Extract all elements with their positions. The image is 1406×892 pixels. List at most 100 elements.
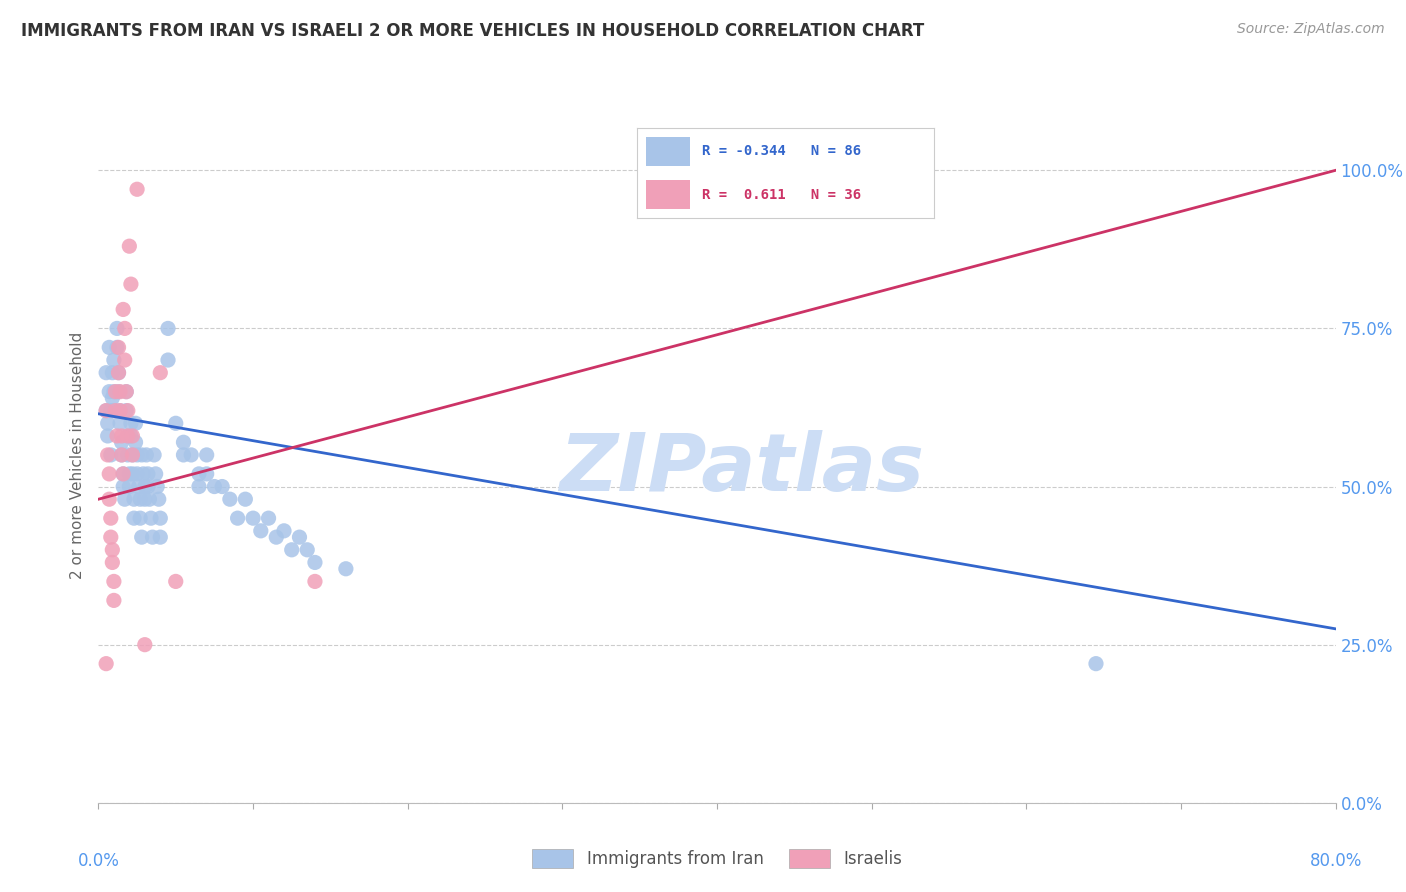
Point bbox=[100, 403, 122, 417]
Point bbox=[111, 429, 134, 443]
Point bbox=[108, 403, 131, 417]
Point bbox=[98, 492, 121, 507]
Point bbox=[335, 562, 357, 576]
Point bbox=[103, 574, 125, 589]
Point bbox=[165, 417, 187, 431]
Point bbox=[145, 467, 167, 481]
Point bbox=[288, 530, 311, 544]
Point bbox=[108, 403, 131, 417]
Point bbox=[226, 511, 249, 525]
Point bbox=[129, 492, 152, 507]
Point bbox=[98, 384, 121, 399]
Point bbox=[111, 448, 134, 462]
Point bbox=[107, 340, 129, 354]
Point bbox=[122, 511, 145, 525]
Point bbox=[142, 530, 165, 544]
Text: Source: ZipAtlas.com: Source: ZipAtlas.com bbox=[1237, 22, 1385, 37]
Point bbox=[173, 448, 195, 462]
Point bbox=[117, 403, 139, 417]
Point bbox=[127, 448, 149, 462]
Point bbox=[101, 556, 124, 570]
Point bbox=[112, 302, 135, 317]
Bar bbox=[645, 137, 690, 166]
Point bbox=[139, 511, 162, 525]
Point bbox=[118, 479, 141, 493]
Point bbox=[149, 530, 172, 544]
Point bbox=[180, 448, 202, 462]
Point bbox=[143, 448, 166, 462]
Point bbox=[96, 403, 118, 417]
Point bbox=[124, 417, 146, 431]
Point bbox=[101, 366, 124, 380]
Point bbox=[128, 479, 150, 493]
Point bbox=[111, 435, 134, 450]
Point bbox=[103, 593, 125, 607]
Point bbox=[100, 448, 122, 462]
Point bbox=[195, 467, 218, 481]
Point bbox=[120, 417, 142, 431]
Point bbox=[165, 574, 187, 589]
Point bbox=[117, 429, 139, 443]
Point bbox=[112, 467, 135, 481]
Point bbox=[112, 467, 135, 481]
Point bbox=[118, 467, 141, 481]
Point bbox=[257, 511, 280, 525]
Text: R = -0.344   N = 86: R = -0.344 N = 86 bbox=[702, 145, 860, 159]
Point bbox=[115, 403, 138, 417]
Point bbox=[108, 384, 131, 399]
Point bbox=[297, 542, 319, 557]
Point bbox=[131, 448, 153, 462]
Point bbox=[211, 479, 233, 493]
Point bbox=[132, 467, 155, 481]
Y-axis label: 2 or more Vehicles in Household: 2 or more Vehicles in Household bbox=[70, 331, 86, 579]
Text: 0.0%: 0.0% bbox=[77, 852, 120, 870]
Point bbox=[107, 384, 129, 399]
Point bbox=[115, 384, 138, 399]
Point bbox=[107, 366, 129, 380]
Point bbox=[121, 448, 143, 462]
Point bbox=[219, 492, 242, 507]
Point bbox=[100, 530, 122, 544]
Point bbox=[148, 492, 170, 507]
Point bbox=[97, 448, 120, 462]
Point bbox=[136, 479, 159, 493]
Point bbox=[96, 403, 118, 417]
Point bbox=[157, 353, 180, 368]
Point bbox=[204, 479, 226, 493]
Point bbox=[127, 467, 149, 481]
Point bbox=[105, 321, 128, 335]
Legend: Immigrants from Iran, Israelis: Immigrants from Iran, Israelis bbox=[524, 842, 910, 874]
Point bbox=[188, 467, 211, 481]
Point bbox=[273, 524, 295, 538]
Point bbox=[118, 239, 141, 253]
Point bbox=[108, 417, 131, 431]
Point bbox=[146, 479, 169, 493]
Point bbox=[98, 340, 121, 354]
Point bbox=[195, 448, 218, 462]
Point bbox=[98, 467, 121, 481]
Point bbox=[105, 340, 128, 354]
Point bbox=[281, 542, 304, 557]
Point bbox=[304, 574, 326, 589]
Text: 80.0%: 80.0% bbox=[1309, 852, 1362, 870]
Text: R =  0.611   N = 36: R = 0.611 N = 36 bbox=[702, 188, 860, 202]
Point bbox=[117, 429, 139, 443]
Text: ZIPatlas: ZIPatlas bbox=[560, 430, 924, 508]
Point bbox=[105, 429, 128, 443]
Point bbox=[115, 384, 138, 399]
Point bbox=[134, 479, 156, 493]
Point bbox=[96, 366, 118, 380]
Point bbox=[129, 511, 152, 525]
Point bbox=[266, 530, 288, 544]
Point bbox=[114, 321, 136, 335]
Point bbox=[112, 479, 135, 493]
Point bbox=[104, 384, 127, 399]
Point bbox=[100, 511, 122, 525]
Point bbox=[136, 467, 159, 481]
Point bbox=[134, 492, 156, 507]
Point bbox=[97, 429, 120, 443]
Point bbox=[103, 384, 125, 399]
Point bbox=[149, 511, 172, 525]
Point bbox=[173, 435, 195, 450]
Text: IMMIGRANTS FROM IRAN VS ISRAELI 2 OR MORE VEHICLES IN HOUSEHOLD CORRELATION CHAR: IMMIGRANTS FROM IRAN VS ISRAELI 2 OR MOR… bbox=[21, 22, 924, 40]
